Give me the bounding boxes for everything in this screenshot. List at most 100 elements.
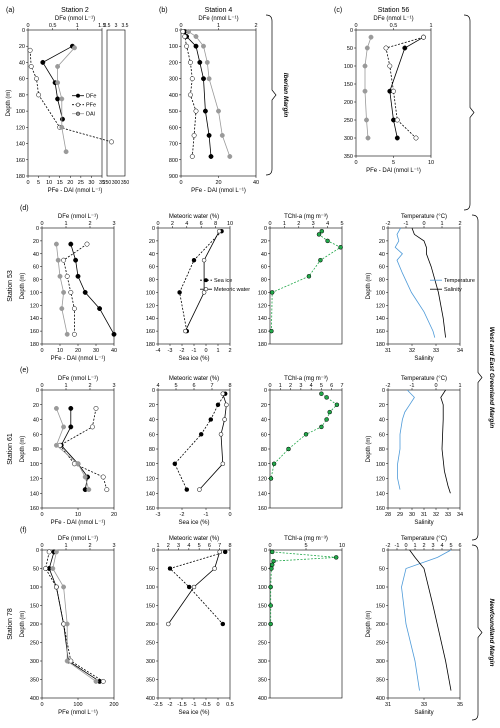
plot-frame — [157, 227, 231, 345]
series-line-meteoric-water — [185, 231, 220, 332]
y-axis-label: Depth (m) — [6, 90, 12, 117]
data-point-tchl-a — [319, 391, 324, 396]
y-tick-label: 20 — [149, 403, 155, 409]
station-label: Station 61 — [7, 433, 14, 465]
top-tick-label: 2 — [88, 383, 91, 389]
data-point-pfe — [184, 43, 190, 49]
data-point-dal — [206, 76, 212, 82]
bottom-tick-label: -1.5 — [177, 702, 186, 708]
y-tick-label: 300 — [169, 77, 178, 83]
top-axis-label: Temperature (°C) — [401, 376, 447, 382]
bottom-tick-label: 20 — [111, 512, 117, 518]
y-tick-label: 700 — [169, 142, 178, 148]
data-point-pfe — [193, 108, 199, 114]
data-point-dfe — [68, 424, 74, 430]
panel-f3: 0 50 100 150 200 250 300 350 400 0 5 10 TChl-a (mg m… — [258, 536, 345, 702]
data-point-dal — [364, 117, 369, 123]
y-tick-label: 300 — [30, 659, 39, 665]
top-tick-label: 2 — [167, 543, 170, 549]
bottom-tick-label: 5 — [37, 180, 40, 186]
top-tick-label: 0 — [404, 543, 407, 549]
bottom-tick-label: 0 — [179, 180, 182, 186]
bracket-path — [463, 14, 475, 211]
data-point-dal — [64, 331, 70, 337]
series-line-salinity — [411, 227, 446, 338]
top-tick-label: 0.5 — [49, 23, 57, 29]
top-tick-label: 7 — [210, 383, 213, 389]
top-tick-label: 1 — [458, 383, 461, 389]
data-point-dal — [53, 442, 59, 448]
y-tick-label: 80 — [379, 447, 385, 453]
data-point-dal — [55, 64, 61, 69]
data-point-pfe — [387, 63, 393, 69]
y-tick-label: 350 — [344, 154, 353, 160]
series-line-dal — [57, 47, 75, 152]
data-point-dfe — [201, 76, 206, 82]
data-point-tchl-a — [334, 402, 340, 408]
top-tick-label: 5 — [320, 383, 323, 389]
top-tick-label: -1 — [395, 543, 400, 549]
data-point-pfe — [394, 117, 400, 123]
legend-swatch-marker — [75, 111, 81, 116]
y-tick-label: 150 — [146, 604, 155, 610]
top-axis-label: DFe (nmol L⁻¹) — [58, 536, 98, 542]
y-tick-label: 50 — [261, 567, 267, 573]
data-point-dal — [55, 257, 61, 263]
data-point-pfe — [27, 47, 33, 53]
bottom-tick-label: 31 — [385, 702, 391, 708]
data-point-pfe — [100, 474, 106, 480]
y-tick-label: 0 — [175, 28, 178, 34]
y-tick-label: 80 — [19, 93, 25, 99]
bottom-tick-label: 32 — [433, 512, 439, 518]
bottom-tick-label: -0.5 — [201, 702, 210, 708]
data-point-meteoric-water — [220, 461, 226, 467]
bottom-tick-label: 28 — [385, 512, 391, 518]
data-point-pfe — [421, 34, 426, 40]
data-point-tchl-a — [269, 328, 274, 334]
bottom-tick-label: 10 — [428, 160, 434, 166]
y-tick-label: 300 — [344, 136, 353, 142]
top-tick-label: 0 — [268, 221, 271, 227]
top-tick-label: 3 — [312, 221, 315, 227]
y-tick-label: 120 — [376, 303, 385, 309]
y-tick-label: 60 — [19, 77, 25, 83]
y-tick-label: 0 — [36, 226, 39, 232]
bottom-tick-label: 0 — [26, 180, 29, 186]
data-point-dfe — [55, 96, 61, 102]
series-line-tchl-a — [271, 230, 342, 332]
top-tick-label: 6 — [200, 221, 203, 227]
bottom-tick-label: 29 — [397, 512, 403, 518]
y-tick-label: 60 — [379, 265, 385, 271]
series-line-dfe — [70, 243, 115, 335]
y-tick-label: 140 — [30, 316, 39, 322]
data-point-dal — [204, 59, 210, 65]
top-tick-label: 7 — [340, 383, 343, 389]
series-line-tchl-a — [270, 551, 337, 624]
y-tick-label: 0 — [36, 388, 39, 394]
bottom-axis-label: PFe (nmol L⁻¹) — [58, 710, 98, 716]
data-point-dfe — [68, 405, 74, 411]
data-point-pfe — [191, 132, 197, 138]
series-line-tchl-a — [270, 393, 338, 479]
series-line-sea-ice — [179, 230, 222, 332]
data-point-meteoric-water — [201, 290, 207, 295]
bottom-tick-label: -1 — [192, 702, 197, 708]
top-tick-label: 1 — [217, 23, 220, 29]
y-tick-label: 180 — [258, 342, 267, 348]
station-label: Station 53 — [7, 270, 14, 302]
y-tick-label: 200 — [376, 622, 385, 628]
top-tick-label: 4 — [187, 543, 190, 549]
panel-label: (a) — [6, 7, 15, 14]
top-tick-label: 8 — [214, 221, 217, 227]
data-point-pfe — [100, 678, 106, 684]
data-point-dal — [362, 88, 368, 94]
top-tick-label: 4 — [440, 543, 443, 549]
data-point-tchl-a — [316, 232, 322, 237]
data-point-dfe — [202, 108, 208, 114]
top-tick-label: -1 — [404, 221, 409, 227]
y-tick-label: 60 — [379, 432, 385, 438]
bottom-axis-label: PFe - DAl (nmol L⁻¹) — [48, 188, 103, 194]
series-line-temperature — [394, 227, 436, 338]
